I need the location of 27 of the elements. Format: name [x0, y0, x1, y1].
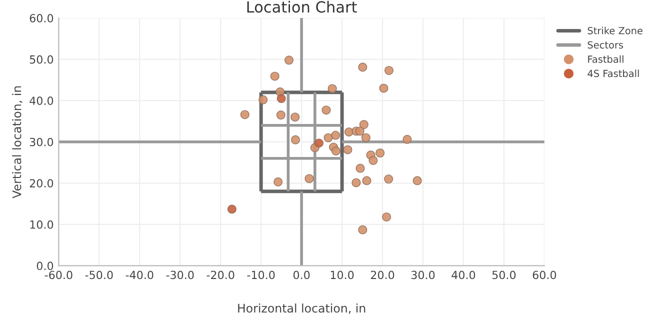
- x-tick-label: -30.0: [166, 270, 194, 280]
- y-tick-label: 10.0: [30, 220, 54, 229]
- y-tick-label: 50.0: [30, 55, 54, 64]
- x-tick-label: 40.0: [452, 270, 476, 280]
- x-tick-label: 60.0: [532, 270, 556, 280]
- legend-label: 4S Fastball: [588, 70, 639, 78]
- y-tick-label: 20.0: [30, 179, 54, 188]
- x-tick-label: 50.0: [492, 270, 516, 280]
- legend-label: Sectors: [588, 41, 624, 49]
- x-tick-label: -20.0: [206, 270, 234, 280]
- y-tick-label: 60.0: [30, 14, 54, 22]
- x-tick-label: -60.0: [44, 270, 72, 280]
- x-tick-label: 30.0: [411, 270, 435, 280]
- x-tick-label: 0.0: [293, 270, 310, 280]
- x-tick-label: -50.0: [85, 270, 113, 280]
- x-axis-title: Horizontal location, in: [238, 304, 366, 314]
- chart-title: Location Chart: [247, 0, 357, 13]
- x-tick-label: 20.0: [370, 270, 394, 280]
- x-tick-label: -40.0: [126, 270, 154, 280]
- legend-label: Strike Zone: [588, 26, 642, 34]
- y-tick-label: 0.0: [36, 262, 54, 270]
- y-axis-title: Vertical location, in: [12, 86, 22, 198]
- x-tick-label: -10.0: [247, 270, 275, 280]
- y-tick-label: 40.0: [30, 96, 54, 105]
- legend-label: Fastball: [588, 55, 624, 63]
- x-tick-label: 10.0: [330, 270, 354, 280]
- y-tick-label: 30.0: [30, 138, 54, 146]
